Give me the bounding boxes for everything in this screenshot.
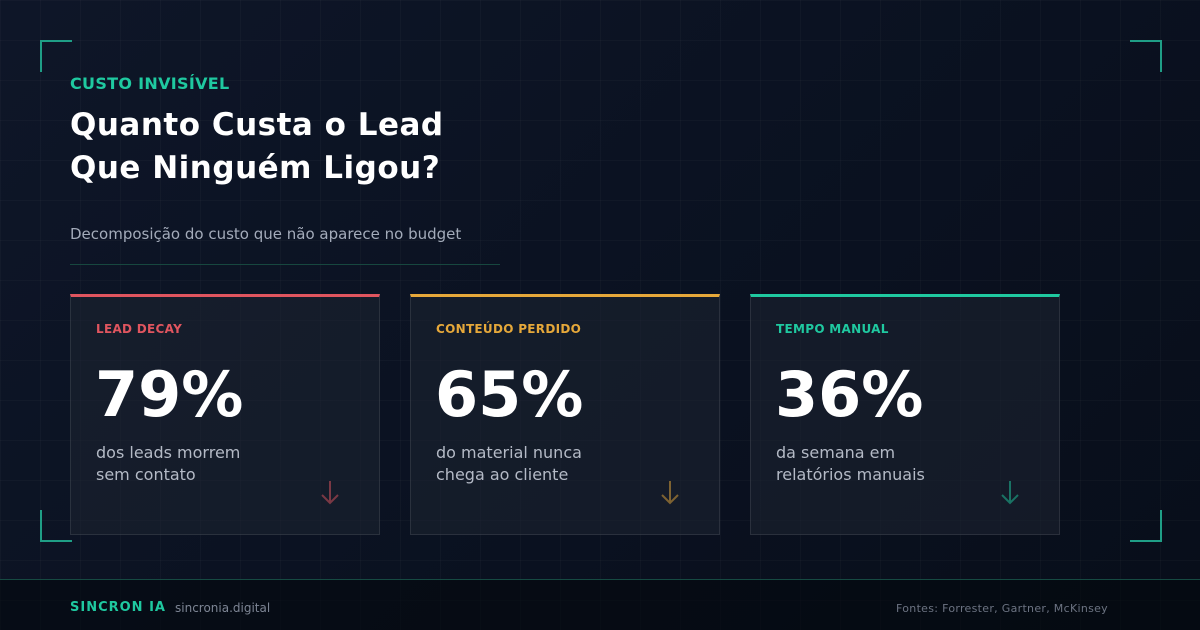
title-line: Que Ninguém Ligou?	[70, 150, 441, 186]
eyebrow: CUSTO INVISÍVEL	[70, 74, 230, 93]
footer	[0, 579, 1200, 630]
description-line: da semana em	[776, 443, 896, 462]
url: sincronia.digital	[175, 601, 271, 615]
arrow-path	[661, 481, 679, 505]
divider	[70, 264, 500, 265]
description-line: relatórios manuais	[776, 465, 925, 484]
card-label: CONTEÚDO PERDIDO	[436, 322, 582, 336]
description-line: dos leads morrem	[96, 443, 241, 462]
card-stat: 79%	[95, 358, 244, 431]
title: Quanto Custa o Lead Que Ninguém Ligou?	[70, 104, 444, 190]
description-line: chega ao cliente	[436, 465, 569, 484]
description-line: sem contato	[96, 465, 196, 484]
corner-bracket	[1130, 510, 1162, 542]
title-line: Quanto Custa o Lead	[70, 107, 444, 143]
stat-card: TEMPO MANUAL 36% da semana em relatórios ma…	[750, 294, 1060, 535]
subtitle: Decomposição do custo que não aparece no…	[70, 225, 462, 243]
sources: Fontes: Forrester, Gartner, McKinsey	[896, 602, 1108, 615]
down-arrow	[321, 481, 339, 505]
card-stat: 65%	[435, 358, 584, 431]
card-description: do material nunca chega ao cliente	[436, 442, 582, 486]
down-arrow	[1001, 481, 1019, 505]
brand: SINCRON IA	[70, 600, 166, 615]
card-stat: 36%	[775, 358, 924, 431]
description-line: do material nunca	[436, 443, 582, 462]
corner-bracket	[1130, 40, 1162, 72]
down-arrow	[661, 481, 679, 505]
stat-card: CONTEÚDO PERDIDO 65% do material nunca cheg…	[410, 294, 720, 535]
corner-bracket	[40, 40, 72, 72]
card-description: da semana em relatórios manuais	[776, 442, 925, 486]
arrow-path	[321, 481, 339, 505]
card-label: LEAD DECAY	[96, 322, 183, 336]
arrow-path	[1001, 481, 1019, 505]
stat-card: LEAD DECAY 79% dos leads morrem sem contato	[70, 294, 380, 535]
card-description: dos leads morrem sem contato	[96, 442, 240, 486]
card-label: TEMPO MANUAL	[776, 322, 889, 336]
corner-bracket	[40, 510, 72, 542]
